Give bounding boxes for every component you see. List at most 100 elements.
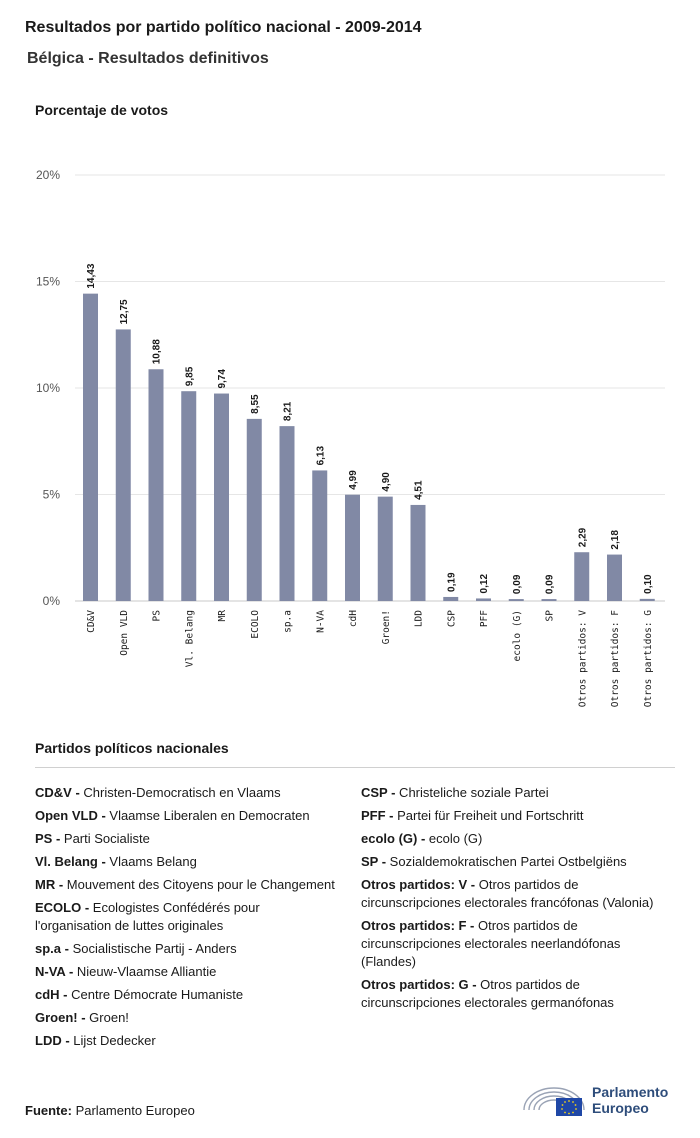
bar	[115, 329, 131, 601]
legend-item: ecolo (G) - ecolo (G)	[361, 830, 661, 848]
x-tick-label: ecolo (G)	[512, 610, 523, 661]
legend-description: Nieuw-Vlaamse Alliantie	[73, 964, 217, 979]
legend-item: N-VA - Nieuw-Vlaamse Alliantie	[35, 963, 335, 981]
bar	[246, 418, 262, 601]
legend-description: Lijst Dedecker	[69, 1033, 156, 1048]
x-tick-label: Otros partidos: V	[577, 610, 588, 708]
legend-description: Ecologistes Confédérés pour l'organisati…	[35, 900, 260, 933]
bar	[83, 293, 98, 601]
x-tick-label: PS	[152, 610, 163, 622]
legend-abbr: Vl. Belang -	[35, 854, 106, 869]
bar	[214, 393, 229, 601]
bar-chart: 0% 5% 10% 15% 20% 14,43 CD&V 12,75 Open VLD 10,88…	[36, 168, 665, 708]
source-label: Fuente:	[25, 1103, 72, 1118]
legend-abbr: PFF -	[361, 808, 394, 823]
y-tick-label: 5%	[43, 488, 61, 502]
logo-line1: Parlamento	[592, 1084, 669, 1100]
legend-item: sp.a - Socialistische Partij - Anders	[35, 940, 335, 958]
legend-description: Sozialdemokratischen Partei Ostbelgiëns	[386, 854, 627, 869]
data-label: 8,21	[283, 401, 294, 421]
x-tick-label: Otros partidos: F	[610, 610, 621, 708]
bar	[148, 369, 164, 601]
bar	[279, 426, 295, 601]
legend-heading: Partidos políticos nacionales	[35, 740, 229, 756]
legend-item: MR - Mouvement des Citoyens pour le Chan…	[35, 876, 335, 894]
legend-abbr: Open VLD -	[35, 808, 106, 823]
data-label: 6,13	[315, 446, 326, 466]
source-text: Parlamento Europeo	[75, 1103, 195, 1118]
legend-abbr: SP -	[361, 854, 387, 869]
legend-item: ECOLO - Ecologistes Confédérés pour l'or…	[35, 899, 335, 935]
legend-item: Otros partidos: G - Otros partidos de ci…	[361, 976, 661, 1012]
y-tick-label: 10%	[36, 381, 60, 395]
legend-item: Open VLD - Vlaamse Liberalen en Democrat…	[35, 807, 335, 825]
bar	[345, 494, 360, 601]
legend-item: Otros partidos: V - Otros partidos de ci…	[361, 876, 661, 912]
data-label: 0,09	[545, 574, 556, 594]
legend-item: Groen! - Groen!	[35, 1009, 335, 1027]
logo-text: Parlamento Europeo	[592, 1084, 668, 1116]
parliament-logo: Parlamento Europeo	[520, 1080, 680, 1120]
y-tick-label: 20%	[36, 168, 60, 182]
legend-description: Vlaamse Liberalen en Democraten	[105, 808, 310, 823]
legend-description: Otros partidos de circunscripciones elec…	[361, 877, 654, 910]
bar	[410, 504, 426, 601]
legend-item: PFF - Partei für Freiheit und Fortschrit…	[361, 807, 661, 825]
legend-item: PS - Parti Socialiste	[35, 830, 335, 848]
legend-description: Christen-Democratisch en Vlaams	[79, 785, 281, 800]
legend-column-right: CSP - Christeliche soziale Partei PFF - P…	[361, 784, 661, 1017]
x-tick-label: ECOLO	[250, 610, 261, 639]
legend-abbr: CD&V -	[35, 785, 80, 800]
legend-abbr: ECOLO -	[35, 900, 90, 915]
y-tick-label: 0%	[43, 594, 61, 608]
x-tick-label: CD&V	[86, 610, 97, 633]
european-parliament-hemicycle-icon	[523, 1087, 585, 1116]
data-label: 4,51	[414, 480, 425, 500]
bar	[181, 391, 197, 601]
legend-description: Groen!	[85, 1010, 129, 1025]
data-label: 10,88	[152, 339, 163, 364]
legend-abbr: cdH -	[35, 987, 68, 1002]
x-tick-label: Otros partidos: G	[643, 610, 654, 708]
legend-description: ecolo (G)	[425, 831, 483, 846]
legend-item: CSP - Christeliche soziale Partei	[361, 784, 661, 802]
legend-description: Socialistische Partij - Anders	[68, 941, 237, 956]
chart-title: Resultados por partido político nacional…	[25, 19, 422, 36]
data-label: 14,43	[86, 263, 97, 288]
legend-description: Vlaams Belang	[105, 854, 197, 869]
bar	[607, 554, 622, 601]
legend-abbr: Otros partidos: V -	[361, 877, 476, 892]
x-tick-label: PFF	[479, 610, 490, 627]
bar	[476, 598, 491, 601]
legend-description: Otros partidos de circunscripciones elec…	[361, 918, 621, 969]
bar	[508, 599, 524, 601]
legend-abbr: CSP -	[361, 785, 396, 800]
data-label: 0,19	[446, 572, 457, 592]
data-label: 2,29	[577, 527, 588, 547]
legend-column-left: CD&V - Christen-Democratisch en Vlaams Op…	[35, 784, 335, 1055]
x-tick-label: CSP	[446, 610, 457, 627]
data-label: 9,74	[217, 369, 228, 389]
legend-abbr: PS -	[35, 831, 61, 846]
data-label: 0,12	[479, 574, 490, 594]
legend-item: CD&V - Christen-Democratisch en Vlaams	[35, 784, 335, 802]
legend-divider	[35, 767, 675, 768]
y-tick-label: 15%	[36, 275, 60, 289]
legend-abbr: Otros partidos: G -	[361, 977, 477, 992]
x-tick-label: LDD	[414, 610, 425, 627]
legend-item: SP - Sozialdemokratischen Partei Ostbelg…	[361, 853, 661, 871]
bar	[574, 552, 590, 601]
legend-abbr: Groen! -	[35, 1010, 86, 1025]
y-axis-label: Porcentaje de votos	[35, 102, 169, 118]
data-label: 4,99	[348, 470, 359, 490]
x-tick-label: Vl. Belang	[184, 610, 195, 667]
legend-abbr: ecolo (G) -	[361, 831, 426, 846]
legend-item: Vl. Belang - Vlaams Belang	[35, 853, 335, 871]
x-tick-label: MR	[217, 610, 228, 622]
legend-description: Mouvement des Citoyens pour le Changemen…	[63, 877, 335, 892]
data-label: 8,55	[250, 394, 261, 414]
legend-abbr: MR -	[35, 877, 64, 892]
legend-item: Otros partidos: F - Otros partidos de ci…	[361, 917, 661, 971]
data-label: 4,90	[381, 472, 392, 492]
data-label: 0,10	[643, 574, 654, 594]
